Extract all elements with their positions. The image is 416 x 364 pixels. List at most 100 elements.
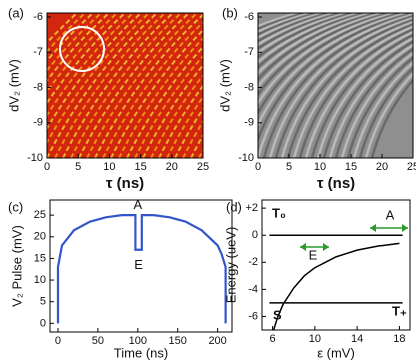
fringe xyxy=(258,13,395,106)
fringe xyxy=(280,20,413,158)
x-tick-label: 15 xyxy=(134,161,146,173)
series-line xyxy=(272,242,400,331)
fringe xyxy=(142,63,203,158)
series-label: T₊ xyxy=(392,303,407,318)
y-axis-label: V₂ Pulse (mV) xyxy=(9,225,24,307)
y-tick-label: -6 xyxy=(33,11,43,23)
fringe xyxy=(258,13,329,43)
annotation: A xyxy=(133,197,142,212)
fringe xyxy=(310,33,413,158)
fringe xyxy=(86,13,198,158)
x-tick-label: 0 xyxy=(55,335,61,347)
panel-label: (a) xyxy=(8,5,24,20)
fringe xyxy=(258,13,407,129)
fringe xyxy=(268,16,413,158)
x-tick-label: 5 xyxy=(75,161,81,173)
x-tick-label: 6 xyxy=(270,333,276,345)
fringe xyxy=(352,61,413,158)
fringe xyxy=(258,13,413,144)
fringe xyxy=(110,28,203,158)
y-tick-label: -8 xyxy=(33,81,43,93)
fringe xyxy=(54,13,166,158)
x-tick-label: 10 xyxy=(314,161,326,173)
y-tick-label: -9 xyxy=(244,117,254,129)
panel-label: (c) xyxy=(8,199,23,214)
panel-label: (b) xyxy=(222,5,238,20)
series-label: T₀ xyxy=(272,205,286,220)
y-tick-label: 5 xyxy=(40,296,46,308)
x-tick-label: 0 xyxy=(255,161,261,173)
y-tick-label: -10 xyxy=(27,152,43,164)
fringe xyxy=(370,78,413,158)
x-tick-label: 15 xyxy=(345,161,357,173)
x-tick-label: 50 xyxy=(92,335,104,347)
y-tick-label: 20 xyxy=(34,231,46,243)
fringe xyxy=(258,13,347,55)
fringe xyxy=(118,37,203,158)
fringe xyxy=(258,13,299,28)
annotation: E xyxy=(309,247,318,262)
y-axis-label: Energy (ueV) xyxy=(223,227,238,304)
plot-frame xyxy=(46,12,204,159)
y-tick-label: -9 xyxy=(33,117,43,129)
annotation: E xyxy=(134,257,143,272)
panel-label: (d) xyxy=(226,199,242,214)
fringe xyxy=(47,13,118,94)
x-tick-label: 150 xyxy=(169,335,187,347)
fringe xyxy=(258,13,341,50)
plot-frame xyxy=(257,12,414,159)
fringe xyxy=(78,13,190,158)
fringe xyxy=(322,40,413,158)
fringe xyxy=(340,51,413,158)
y-tick-label: -7 xyxy=(33,46,43,58)
heatmap-image xyxy=(258,13,413,158)
fringe xyxy=(328,43,413,158)
fringe xyxy=(150,73,203,158)
x-axis-label: τ (ns) xyxy=(106,175,144,192)
annotation: A xyxy=(386,207,395,222)
fringe xyxy=(258,13,323,40)
y-tick-label: 15 xyxy=(34,252,46,264)
fringe xyxy=(358,66,413,158)
fringe xyxy=(364,72,413,158)
fringe xyxy=(258,13,383,89)
series-label: S xyxy=(273,307,282,322)
fringe xyxy=(47,13,86,54)
y-tick-label: 25 xyxy=(34,209,46,221)
fringe xyxy=(262,14,413,158)
x-tick-label: 100 xyxy=(129,335,147,347)
y-tick-label: 0 xyxy=(40,317,46,329)
y-tick-label: +2 xyxy=(245,202,258,214)
x-axis-label: Time (ns) xyxy=(114,345,168,360)
x-tick-label: 20 xyxy=(166,161,178,173)
x-tick-label: 20 xyxy=(376,161,388,173)
fringe xyxy=(62,13,174,158)
y-tick-label: 10 xyxy=(34,274,46,286)
y-tick-label: 0 xyxy=(252,229,258,241)
fringe xyxy=(316,36,413,158)
heatmap-background xyxy=(47,13,203,158)
x-axis-label: ε (mV) xyxy=(317,345,355,360)
fringe xyxy=(274,18,413,158)
plot-frame xyxy=(261,199,411,331)
y-tick-label: -8 xyxy=(244,81,254,93)
fringe xyxy=(258,13,371,75)
x-tick-label: 14 xyxy=(351,333,363,345)
x-tick-label: 5 xyxy=(286,161,292,173)
y-axis-label: dV₂ (mV) xyxy=(6,59,21,112)
fringe xyxy=(304,30,413,158)
x-axis-label: τ (ns) xyxy=(317,175,355,192)
fringe xyxy=(258,13,353,59)
y-tick-label: -6 xyxy=(244,11,254,23)
fringe xyxy=(258,13,401,116)
fringe xyxy=(47,13,150,145)
fringe xyxy=(334,47,413,158)
y-tick-label: -10 xyxy=(238,152,254,164)
fringe xyxy=(70,13,182,158)
fringe xyxy=(47,13,134,118)
fringe xyxy=(102,21,203,158)
x-tick-label: 200 xyxy=(208,335,226,347)
fringe xyxy=(258,13,365,69)
